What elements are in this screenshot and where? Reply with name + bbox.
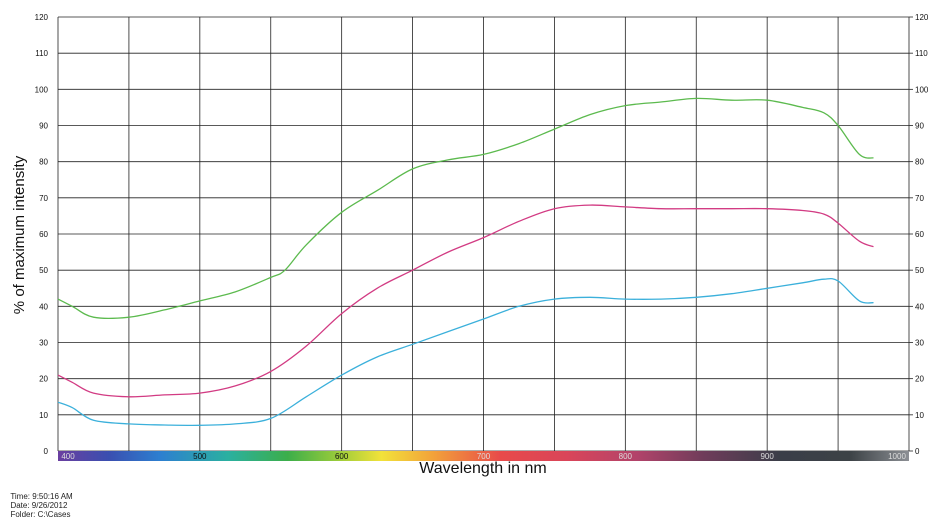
series-line-2 [57,204,874,398]
spectrum-chart: 400 500 600 700 800 900 1000 01020304050607080… [11,13,928,477]
grid [57,16,910,452]
y-tick-label-left: 10 [39,411,48,420]
y-axis-right-ticks: 0 10 20 30 40 50 60 70 80 90 100 110 120 [909,13,928,456]
footer-date: Date: 9/26/2012 [10,501,68,510]
spectrum-color-band [58,451,909,461]
y-tick-label-right: 40 [915,302,924,311]
y-tick-label-left: 80 [39,158,48,167]
x-tick-label: 1000 [888,452,906,461]
y-tick-label-right: 80 [915,158,924,167]
y-tick-label-left: 100 [35,85,49,94]
y-tick-label-right: 90 [915,122,924,131]
y-tick-label-right: 70 [915,194,924,203]
y-tick-label-right: 60 [915,230,924,239]
y-tick-label-right: 120 [915,13,928,22]
series-lines [57,97,874,427]
y-tick-label-left: 110 [35,49,48,58]
x-tick-label: 400 [61,452,75,461]
y-tick-label-left: 40 [39,302,48,311]
y-tick-label-left: 20 [39,375,48,384]
y-tick-label-left: 30 [39,339,48,348]
footer-folder: Folder: C:\Cases [10,510,71,519]
y-tick-label-right: 30 [915,339,924,348]
x-tick-label: 500 [193,452,207,461]
x-tick-label: 800 [619,452,633,461]
x-axis-label: Wavelength in nm [419,460,546,477]
series-line-3 [57,277,874,427]
y-tick-label-right: 10 [915,411,924,420]
y-tick-label-left: 0 [44,447,49,456]
x-tick-label: 600 [335,452,349,461]
y-tick-label-right: 50 [915,266,924,275]
spectrum-band-tick-labels: 400 500 600 700 800 900 1000 [61,452,906,461]
status-footer: Time: 9:50:16 AM Date: 9/26/2012 Folder:… [6,483,87,519]
y-tick-label-right: 0 [915,447,920,456]
y-tick-label-left: 120 [35,13,49,22]
y-axis-label: % of maximum intensity [11,155,28,314]
y-tick-label-left: 50 [39,266,48,275]
y-tick-label-right: 100 [915,85,928,94]
y-axis-left-ticks: 0 10 20 30 40 50 60 70 80 90 100 110 120 [35,13,49,456]
x-tick-label: 900 [760,452,774,461]
x-tick-label: 700 [477,452,491,461]
y-tick-label-left: 70 [39,194,48,203]
y-tick-label-left: 90 [39,122,48,131]
y-tick-label-right: 110 [915,49,928,58]
y-tick-label-left: 60 [39,230,48,239]
series-line-1 [57,97,874,319]
y-tick-label-right: 20 [915,375,924,384]
footer-time: Time: 9:50:16 AM [10,492,73,501]
